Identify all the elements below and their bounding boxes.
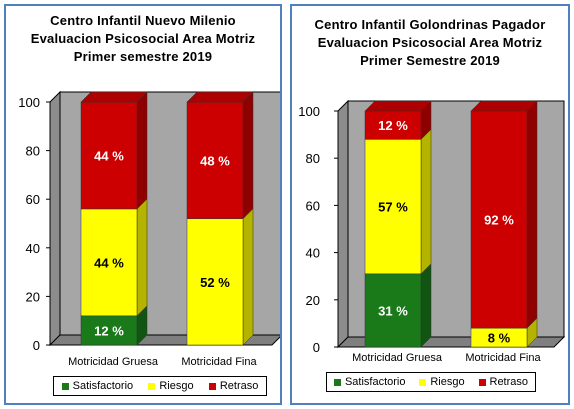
chart-legend: Satisfactorio Riesgo Retraso — [326, 372, 536, 392]
x-category-label: Motricidad Fina — [181, 356, 257, 368]
y-tick-label: 80 — [306, 151, 320, 166]
bar-segment-riesgo — [80, 208, 138, 317]
chart-title-line-1: Centro Infantil Nuevo Milenio — [50, 13, 236, 28]
y-tick-label: 20 — [26, 289, 40, 304]
chart-title: Centro Infantil Golondrinas Pagador Eval… — [292, 16, 568, 70]
data-label: 44 % — [94, 148, 124, 163]
bar-top-retraso — [186, 91, 254, 103]
y-tick-label: 60 — [306, 198, 320, 213]
bar-segment-retraso — [364, 110, 422, 140]
data-label: 31 % — [378, 303, 408, 318]
bar-segment-retraso — [470, 110, 528, 329]
bar-segment-riesgo — [364, 139, 422, 275]
y-tick-label: 20 — [306, 293, 320, 308]
y-tick-label: 100 — [18, 95, 40, 110]
x-category-label: Motricidad Gruesa — [352, 352, 443, 364]
chart-title-line-3: Primer semestre 2019 — [73, 49, 213, 64]
legend-swatch-satisfactorio — [333, 378, 341, 386]
chart-panel-nuevo-milenio: Centro Infantil Nuevo Milenio Evaluacion… — [4, 4, 282, 405]
chart-title-line-2: Evaluacion Psicosocial Area Motriz — [317, 35, 543, 50]
plot-side-wall — [49, 90, 61, 347]
legend-swatch-riesgo — [419, 378, 427, 386]
bar-side-retraso — [526, 100, 538, 329]
legend-item-retraso: Retraso — [208, 380, 259, 392]
bar-chart-plot: 0 20 40 60 80 100 12 % 44 % 44 % Motricidad Grues… — [18, 90, 280, 368]
data-label: 52 % — [200, 275, 230, 290]
bar-side-retraso — [136, 91, 148, 210]
chart-legend: Satisfactorio Riesgo Retraso — [53, 376, 267, 396]
bar-segment-satisfactorio — [80, 315, 138, 346]
data-label: 92 % — [484, 213, 514, 228]
bar-segment-retraso — [80, 101, 138, 210]
x-category-label: Motricidad Fina — [465, 352, 541, 364]
y-tick-label: 100 — [298, 104, 320, 119]
legend-label-riesgo: Riesgo — [159, 380, 194, 392]
data-label: 12 % — [94, 323, 124, 338]
y-tick-label: 40 — [306, 246, 320, 261]
legend-swatch-satisfactorio — [61, 382, 69, 390]
data-label: 48 % — [200, 153, 230, 168]
data-label: 12 % — [378, 118, 408, 133]
legend-swatch-retraso — [478, 378, 486, 386]
y-tick-label: 40 — [26, 241, 40, 256]
legend-swatch-retraso — [208, 382, 216, 390]
x-category-label: Motricidad Gruesa — [68, 356, 159, 368]
data-label: 57 % — [378, 200, 408, 215]
bar-top-retraso — [470, 100, 538, 112]
bar-side-riesgo — [242, 208, 254, 346]
y-tick-label: 80 — [26, 144, 40, 159]
legend-item-satisfactorio: Satisfactorio — [61, 380, 134, 392]
legend-item-riesgo: Riesgo — [148, 380, 194, 392]
bar-top-retraso — [80, 91, 148, 103]
legend-label-retraso: Retraso — [489, 376, 529, 388]
bar-chart-plot: 0 20 40 60 80 100 31 % 57 % 12 % Motricidad Grues… — [298, 99, 566, 364]
legend-swatch-riesgo — [148, 382, 156, 390]
bar-side-riesgo — [136, 198, 148, 317]
bar-segment-riesgo — [186, 218, 244, 346]
chart-title-line-3: Primer Semestre 2019 — [360, 53, 500, 68]
chart-panel-golondrinas-pagador: Centro Infantil Golondrinas Pagador Eval… — [290, 4, 570, 405]
chart-title: Centro Infantil Nuevo Milenio Evaluacion… — [6, 12, 280, 66]
y-tick-label: 0 — [313, 340, 320, 355]
legend-label-retraso: Retraso — [219, 380, 259, 392]
chart-title-line-2: Evaluacion Psicosocial Area Motriz — [30, 31, 256, 46]
data-label: 8 % — [488, 331, 511, 346]
y-tick-label: 0 — [33, 338, 40, 353]
plot-side-wall — [337, 99, 349, 349]
bar-side-retraso — [242, 91, 254, 220]
legend-item-riesgo: Riesgo — [419, 376, 465, 388]
legend-label-satisfactorio: Satisfactorio — [344, 376, 406, 388]
bar-side-riesgo — [420, 128, 432, 275]
legend-item-satisfactorio: Satisfactorio — [333, 376, 406, 388]
legend-item-retraso: Retraso — [478, 376, 529, 388]
legend-label-riesgo: Riesgo — [430, 376, 465, 388]
chart-title-line-1: Centro Infantil Golondrinas Pagador — [314, 17, 546, 32]
bar-top-retraso — [364, 100, 432, 112]
legend-label-satisfactorio: Satisfactorio — [72, 380, 134, 392]
data-label: 44 % — [94, 255, 124, 270]
bar-segment-retraso — [186, 101, 244, 219]
bar-segment-satisfactorio — [364, 273, 422, 348]
bar-side-satisfactorio — [420, 263, 432, 348]
y-tick-label: 60 — [26, 192, 40, 207]
